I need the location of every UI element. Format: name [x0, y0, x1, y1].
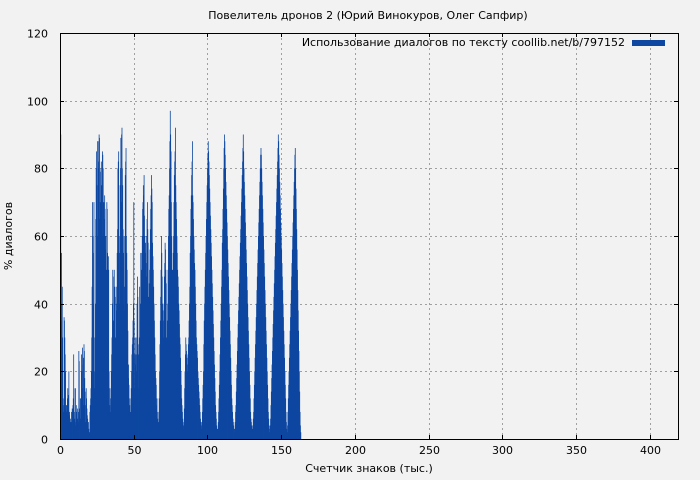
y-tick-label: 20	[34, 366, 48, 379]
x-axis-label: Счетчик знаков (тыс.)	[305, 462, 433, 475]
legend: Использование диалогов по тексту coollib…	[302, 36, 665, 49]
x-tick-label: 100	[197, 444, 218, 457]
bar	[65, 371, 66, 439]
x-tick-label: 300	[492, 444, 513, 457]
x-tick-label: 50	[128, 444, 142, 457]
x-tick-label: 250	[419, 444, 440, 457]
y-tick-label: 120	[27, 28, 48, 41]
y-tick-label: 100	[27, 96, 48, 109]
bar	[68, 371, 70, 439]
y-tick-label: 80	[34, 163, 48, 176]
bar	[93, 202, 95, 439]
bar	[300, 432, 302, 439]
legend-label: Использование диалогов по тексту coollib…	[302, 36, 625, 49]
y-tick-label: 0	[41, 434, 48, 447]
y-tick-label: 60	[34, 231, 48, 244]
bar	[62, 337, 64, 439]
bar	[88, 432, 90, 439]
x-tick-label: 350	[566, 444, 587, 457]
x-tick-label: 400	[640, 444, 661, 457]
bar	[75, 388, 76, 439]
chart-title: Повелитель дронов 2 (Юрий Винокуров, Оле…	[208, 9, 527, 22]
legend-swatch	[632, 40, 665, 46]
y-axis-label: % диалогов	[2, 202, 15, 270]
bar	[108, 269, 110, 439]
bar	[82, 357, 84, 439]
bar	[78, 361, 80, 439]
y-tick-label: 40	[34, 299, 48, 312]
bar	[299, 411, 301, 439]
x-tick-label: 200	[345, 444, 366, 457]
x-tick-label: 150	[271, 444, 292, 457]
x-tick-label: 0	[57, 444, 64, 457]
bars	[60, 110, 302, 440]
ticks: 0 50 100 150 200 250 300 350 400 0 20 40 60 80 100 120	[27, 28, 678, 457]
grid	[60, 33, 678, 439]
